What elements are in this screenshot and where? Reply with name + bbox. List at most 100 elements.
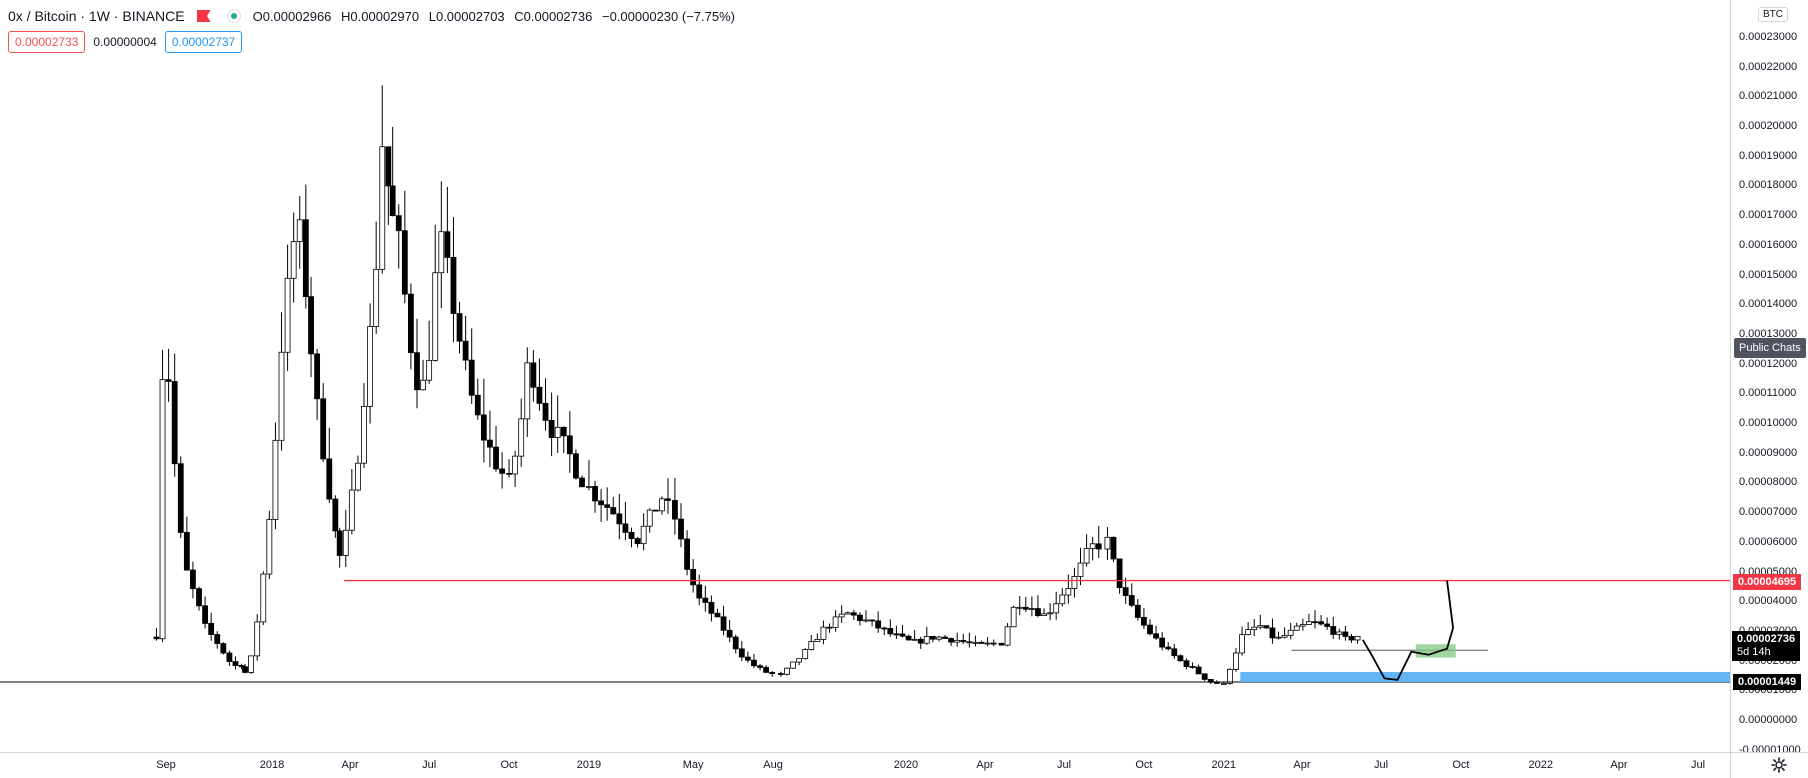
time-tick-label: 2019 <box>576 759 602 771</box>
currency-badge[interactable]: BTC <box>1758 7 1788 22</box>
candle-down <box>208 622 215 635</box>
symbol-title[interactable]: 0x / Bitcoin · 1W · BINANCE <box>8 8 185 24</box>
candle-up <box>420 379 426 391</box>
price-tick-label: 0.00010000 <box>1739 417 1798 430</box>
candle-down <box>726 629 733 638</box>
candle-up <box>266 519 273 575</box>
candle-up <box>518 418 525 457</box>
candle-up <box>260 573 267 623</box>
settings-gear-icon[interactable] <box>1771 757 1787 773</box>
price-tick-label: 0.00013000 <box>1739 327 1798 340</box>
candle-up <box>1306 621 1312 625</box>
candle-down <box>389 185 396 217</box>
sell-button[interactable]: 0.00002733 <box>8 31 86 53</box>
price-tick-label: 0.00023000 <box>1739 31 1798 43</box>
candle-down <box>332 498 339 532</box>
candle-up <box>554 426 561 438</box>
candlestick-chart[interactable] <box>0 0 1730 752</box>
time-tick-label: 2018 <box>259 759 285 771</box>
close-key: C <box>514 8 524 24</box>
candle-down <box>1269 627 1276 639</box>
candle-down <box>506 472 512 475</box>
candle-down <box>1312 621 1318 624</box>
candle-down <box>336 530 343 556</box>
change-value: −0.00000230 (−7.75%) <box>601 8 735 24</box>
candle-down <box>826 626 833 629</box>
candle-up <box>1299 624 1306 627</box>
candle-up <box>1065 588 1072 596</box>
time-tick-label: 2020 <box>893 759 919 771</box>
candle-down <box>1095 543 1102 550</box>
candle-down <box>1035 608 1041 616</box>
candle-down <box>232 661 239 666</box>
candle-down <box>616 513 623 525</box>
candle-up <box>936 636 942 640</box>
candle-down <box>408 293 414 354</box>
candle-up <box>784 667 790 675</box>
resistance-price-label: 0.00004695 <box>1733 573 1802 590</box>
public-chats-button[interactable]: Public Chats <box>1734 338 1806 358</box>
candle-down <box>942 636 948 639</box>
candle-down <box>165 379 172 382</box>
candle-down <box>1116 558 1123 589</box>
candle-up <box>1239 634 1245 654</box>
buy-button[interactable]: 0.00002737 <box>164 31 243 53</box>
candle-down <box>917 638 924 644</box>
candle-down <box>468 359 475 396</box>
price-tick-label: 0.00011000 <box>1739 387 1797 400</box>
candle-down <box>190 569 196 590</box>
candle-down <box>678 518 684 540</box>
chart-area[interactable] <box>0 0 1730 752</box>
chart-legend: 0x / Bitcoin · 1W · BINANCE O0.00002966 … <box>8 6 741 26</box>
candle-down <box>226 652 233 662</box>
candle-down <box>1342 631 1349 637</box>
candle-up <box>1077 562 1084 577</box>
candle-up <box>820 626 827 640</box>
price-tick-label: 0.00007000 <box>1739 506 1798 519</box>
candle-up <box>863 619 869 622</box>
candle-up <box>586 486 592 488</box>
price-axis[interactable]: 0.00023000 0.00022000 0.00021000 0.00020000… <box>1730 0 1808 756</box>
price-tick-label: 0.00020000 <box>1739 120 1798 133</box>
time-axis[interactable]: Sep 2018 Apr Jul Oct 2019 May Aug 2020 Apr Jul Oct 2… <box>0 752 1730 778</box>
candle-up <box>254 621 261 657</box>
candle-up <box>1293 625 1300 631</box>
candle-up <box>379 146 386 270</box>
candle-down <box>320 398 327 460</box>
candle-down <box>499 468 506 474</box>
candle-down <box>1147 624 1153 635</box>
bar-countdown: 5d 14h <box>1737 645 1771 658</box>
candle-down <box>960 639 967 643</box>
candle-down <box>763 667 770 673</box>
candle-down <box>684 538 690 570</box>
price-tick-label: 0.00008000 <box>1739 476 1798 489</box>
candle-down <box>757 665 763 668</box>
price-tick-label: 0.00017000 <box>1739 209 1798 222</box>
time-tick-label: Oct <box>500 759 518 771</box>
time-tick-label: Jul <box>1056 759 1072 771</box>
candle-down <box>929 636 936 640</box>
candle-down <box>456 313 463 342</box>
candle-down <box>242 666 248 673</box>
low-key: L <box>428 8 436 24</box>
spread-value: 0.00000004 <box>93 35 157 49</box>
candle-up <box>290 241 297 279</box>
price-tick-label: 0.00004000 <box>1739 595 1798 608</box>
candle-up <box>524 362 531 420</box>
candle-up <box>1059 594 1066 605</box>
support-zone <box>1240 671 1730 682</box>
time-tick-label: Apr <box>1293 759 1311 771</box>
time-tick-label: Aug <box>763 759 783 771</box>
candle-down <box>690 568 697 586</box>
candle-down <box>1318 621 1324 625</box>
candle-up <box>426 359 433 381</box>
candle-down <box>214 634 221 644</box>
candle-down <box>1134 604 1141 618</box>
candle-down <box>220 643 227 654</box>
candle-up <box>1053 603 1060 614</box>
candle-down <box>869 619 875 622</box>
quote-panel: 0.00002733 0.00000004 0.00002737 <box>8 31 243 53</box>
candle-up <box>790 661 796 669</box>
market-status-icon[interactable] <box>226 9 241 23</box>
flag-icon[interactable] <box>196 10 211 22</box>
